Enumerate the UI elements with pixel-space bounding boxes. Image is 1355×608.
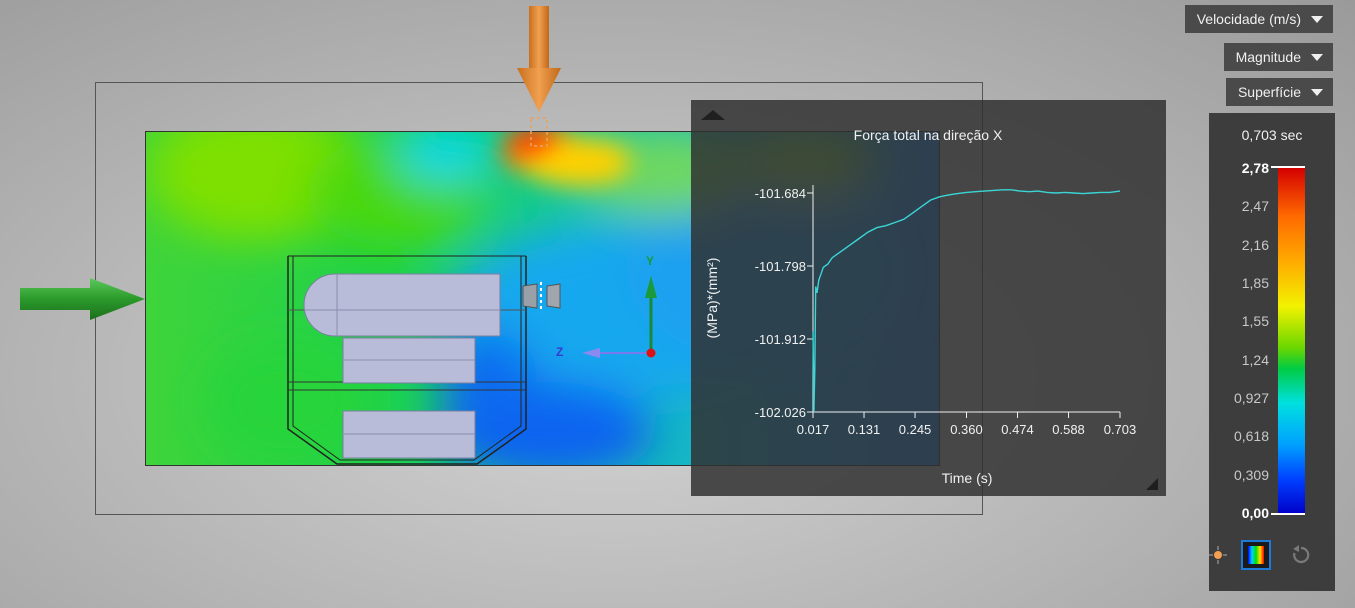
legend-min-marker: [1271, 513, 1305, 515]
x-tick-label: 0.474: [1001, 422, 1034, 437]
legend-tick-label: 1,55: [1241, 313, 1269, 330]
chart-title: Força total na direção X: [854, 127, 1003, 143]
chevron-down-icon: [1311, 53, 1323, 61]
axis-triad-icon: [582, 276, 657, 358]
legend-tick-label: 1,85: [1241, 275, 1269, 291]
legend-tick-label: 0,618: [1233, 428, 1269, 445]
force-series-line: [812, 189, 1121, 413]
y-tick-label: -102.026: [755, 405, 806, 420]
display-dropdown-label: Superfície: [1237, 84, 1301, 100]
x-tick-label: 0.703: [1104, 422, 1137, 437]
force-chart-panel[interactable]: Força total na direção X 0.017 0.131 0.245…: [691, 100, 1166, 496]
legend-tick-label: 0,00: [1241, 505, 1269, 521]
legend-tick-label: 0,927: [1233, 390, 1269, 406]
resize-grip-icon[interactable]: [1146, 478, 1158, 490]
legend-time-label: 0,703 sec: [1241, 127, 1303, 143]
axis-label-z: Z: [556, 345, 564, 359]
x-tick-label: 0.245: [899, 422, 932, 437]
y-tick-label: -101.912: [755, 332, 806, 347]
x-tick-label: 0.588: [1052, 422, 1085, 437]
y-tick-label: -101.684: [755, 186, 806, 201]
color-bar-icon: [1248, 546, 1264, 564]
chart-y-label: (MPa)*(mm²): [704, 258, 720, 339]
y-tick-label: -101.798: [755, 259, 806, 274]
geometry-model: [287, 255, 561, 465]
force-chart: Força total na direção X 0.017 0.131 0.245…: [701, 110, 1158, 490]
quantity-dropdown-label: Velocidade (m/s): [1196, 11, 1301, 27]
component-dropdown[interactable]: Magnitude: [1223, 43, 1333, 71]
x-tick-label: 0.017: [797, 422, 830, 437]
x-tick-label: 0.131: [848, 422, 881, 437]
probe-icon: [1209, 546, 1227, 564]
legend-tick-label: 2,78: [1241, 160, 1269, 176]
legend-tick-label: 0,309: [1233, 466, 1269, 483]
probe-button[interactable]: [1203, 540, 1233, 570]
reset-button[interactable]: [1286, 540, 1316, 570]
x-tick-label: 0.360: [950, 422, 983, 437]
color-bar-button[interactable]: [1241, 540, 1271, 570]
inlet-arrow-icon: [20, 278, 145, 320]
legend-tick-label: 2,16: [1241, 236, 1269, 253]
legend-tick-label: 1,24: [1241, 351, 1269, 368]
gravity-arrow-icon: [517, 6, 561, 147]
quantity-dropdown[interactable]: Velocidade (m/s): [1184, 5, 1333, 33]
legend-tick-label: 2,47: [1241, 198, 1269, 215]
color-legend-panel: 0,703 sec 2,78 2,47 2,16 1,85 1,55 1,24 0,927 0…: [1209, 113, 1335, 591]
chevron-down-icon: [1311, 15, 1323, 23]
component-dropdown-label: Magnitude: [1235, 49, 1301, 65]
chevron-down-icon: [1311, 88, 1323, 96]
reset-icon: [1293, 545, 1310, 564]
legend-max-marker: [1271, 166, 1305, 168]
color-scale-bar: [1278, 168, 1305, 514]
display-dropdown[interactable]: Superfície: [1225, 78, 1333, 106]
chart-axes: [812, 185, 1120, 413]
collapse-icon[interactable]: [701, 110, 725, 120]
axis-label-y: Y: [646, 254, 655, 268]
chart-x-label: Time (s): [942, 470, 993, 486]
